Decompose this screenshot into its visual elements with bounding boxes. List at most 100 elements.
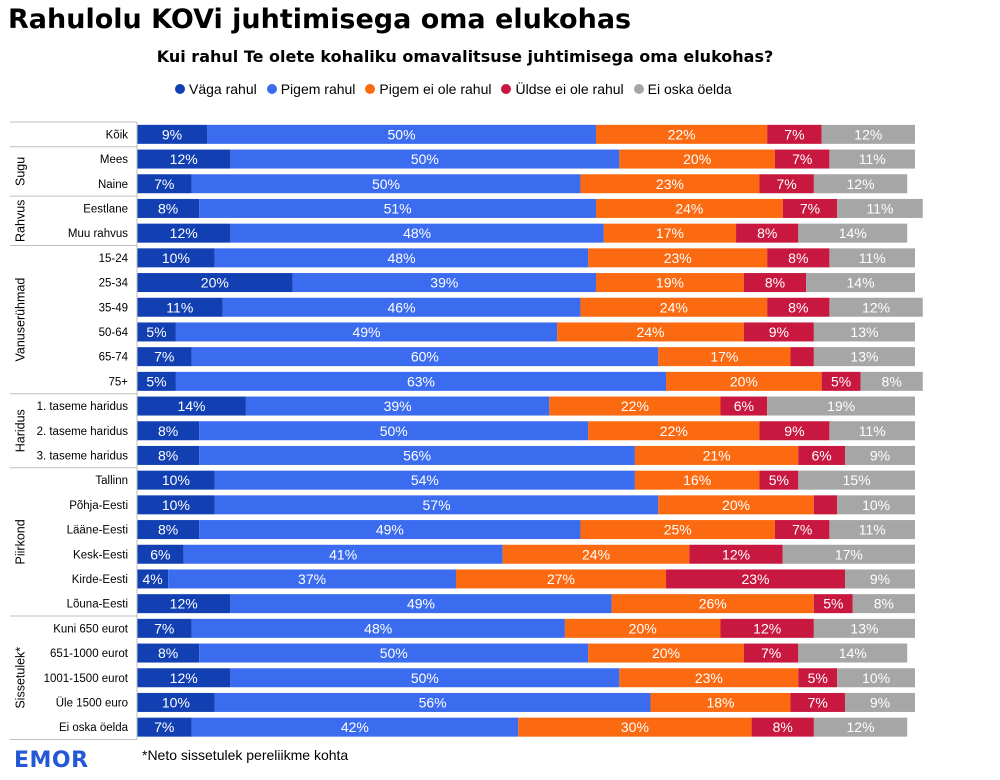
bar-segment: [743, 273, 807, 293]
row-label: 65-74: [99, 352, 129, 364]
data-label: 12%: [847, 719, 875, 735]
data-label: 49%: [376, 522, 404, 538]
data-label: 14%: [839, 225, 867, 241]
bar-segment: [199, 520, 581, 540]
data-label: 5%: [808, 670, 828, 686]
bar-segment: [860, 371, 923, 391]
data-label: 20%: [683, 151, 711, 167]
bar-segment: [230, 149, 620, 169]
data-label: 5%: [769, 472, 789, 488]
bar-segment: [611, 594, 814, 614]
data-label: 17%: [835, 546, 863, 562]
bar-segment: [137, 445, 200, 465]
data-label: 57%: [423, 497, 451, 513]
data-label: 11%: [859, 522, 886, 538]
bar-segment: [137, 470, 215, 490]
row-label: 2. taseme haridus: [37, 426, 129, 438]
data-label: 22%: [668, 126, 696, 142]
bar-segment: [767, 396, 915, 416]
bar-segment: [137, 273, 293, 293]
data-label: 5%: [823, 596, 843, 612]
bar-segment: [549, 396, 721, 416]
data-label: 14%: [839, 645, 867, 661]
emor-logo: EMOR: [14, 748, 89, 773]
data-label: 12%: [170, 670, 198, 686]
group-label: Sugu: [13, 157, 27, 186]
bar-segment: [137, 174, 192, 194]
bar-segment: [806, 273, 915, 293]
group-label: Piirkond: [13, 519, 27, 564]
row-label: Ei oska öelda: [59, 722, 129, 734]
bar-segment: [137, 223, 231, 243]
bar-segment: [137, 297, 223, 317]
bar-segment: [790, 692, 845, 712]
data-label: 8%: [765, 275, 785, 291]
group-label: Haridus: [13, 409, 27, 452]
data-label: 9%: [870, 447, 890, 463]
bar-segment: [720, 396, 768, 416]
bar-segment: [829, 149, 915, 169]
bar-segment: [137, 322, 176, 342]
bar-segment: [168, 569, 456, 589]
data-label: 63%: [407, 373, 435, 389]
data-label: 8%: [773, 719, 793, 735]
bar-segment: [619, 149, 775, 169]
bar-segment: [813, 717, 908, 737]
data-label: 26%: [699, 596, 727, 612]
bar-segment: [844, 569, 915, 589]
bar-segment: [774, 520, 830, 540]
legend-dot-icon: [365, 84, 376, 94]
data-label: 10%: [162, 497, 190, 513]
bar-segment: [751, 717, 814, 737]
row-label: 50-64: [99, 327, 129, 339]
bar-segment: [813, 594, 853, 614]
legend-label: Väga rahul: [189, 81, 257, 97]
bar-segment: [844, 445, 915, 465]
data-label: 8%: [158, 200, 178, 216]
bar-segment: [650, 692, 791, 712]
legend-item-ei-oska-oelda: Ei oska öelda: [633, 81, 732, 97]
bar-segment: [199, 421, 589, 441]
bar-segment: [666, 569, 845, 589]
data-label: 51%: [384, 200, 412, 216]
bar-segment: [588, 643, 744, 663]
data-label: 8%: [882, 373, 902, 389]
bar-segment: [596, 198, 783, 218]
row-label: Üle 1500 euro: [56, 697, 128, 709]
data-label: 39%: [384, 398, 412, 414]
row-label: Muu rahvus: [68, 228, 128, 240]
bar-segment: [137, 198, 200, 218]
bar-segment: [689, 544, 783, 564]
data-label: 48%: [403, 225, 431, 241]
bar-segment: [634, 470, 760, 490]
data-label: 10%: [862, 497, 890, 513]
bar-segment: [207, 124, 597, 144]
bar-segment: [774, 149, 830, 169]
data-label: 6%: [150, 546, 170, 562]
row-label: Kuni 650 eurot: [53, 623, 129, 635]
bar-segment: [191, 347, 659, 367]
data-label: 12%: [722, 546, 750, 562]
row-label: Kesk-Eesti: [73, 549, 128, 561]
data-label: 50%: [411, 151, 439, 167]
data-label: 5%: [146, 373, 166, 389]
legend-dot-icon: [501, 84, 512, 94]
data-label: 12%: [170, 596, 198, 612]
bar-segment: [502, 544, 690, 564]
data-label: 10%: [162, 694, 190, 710]
row-label: 15-24: [99, 253, 129, 265]
data-label: 7%: [808, 694, 828, 710]
data-label: 7%: [154, 176, 174, 192]
data-label: 12%: [862, 299, 890, 315]
data-label: 17%: [656, 225, 684, 241]
bar-segment: [837, 668, 915, 688]
data-label: 7%: [777, 176, 797, 192]
data-label: 24%: [582, 546, 610, 562]
data-label: 9%: [870, 694, 890, 710]
data-label: 23%: [741, 571, 769, 587]
bar-segment: [588, 421, 760, 441]
data-label: 6%: [734, 398, 754, 414]
bar-segment: [821, 124, 915, 144]
data-label: 12%: [753, 620, 781, 636]
bar-segment: [214, 470, 635, 490]
